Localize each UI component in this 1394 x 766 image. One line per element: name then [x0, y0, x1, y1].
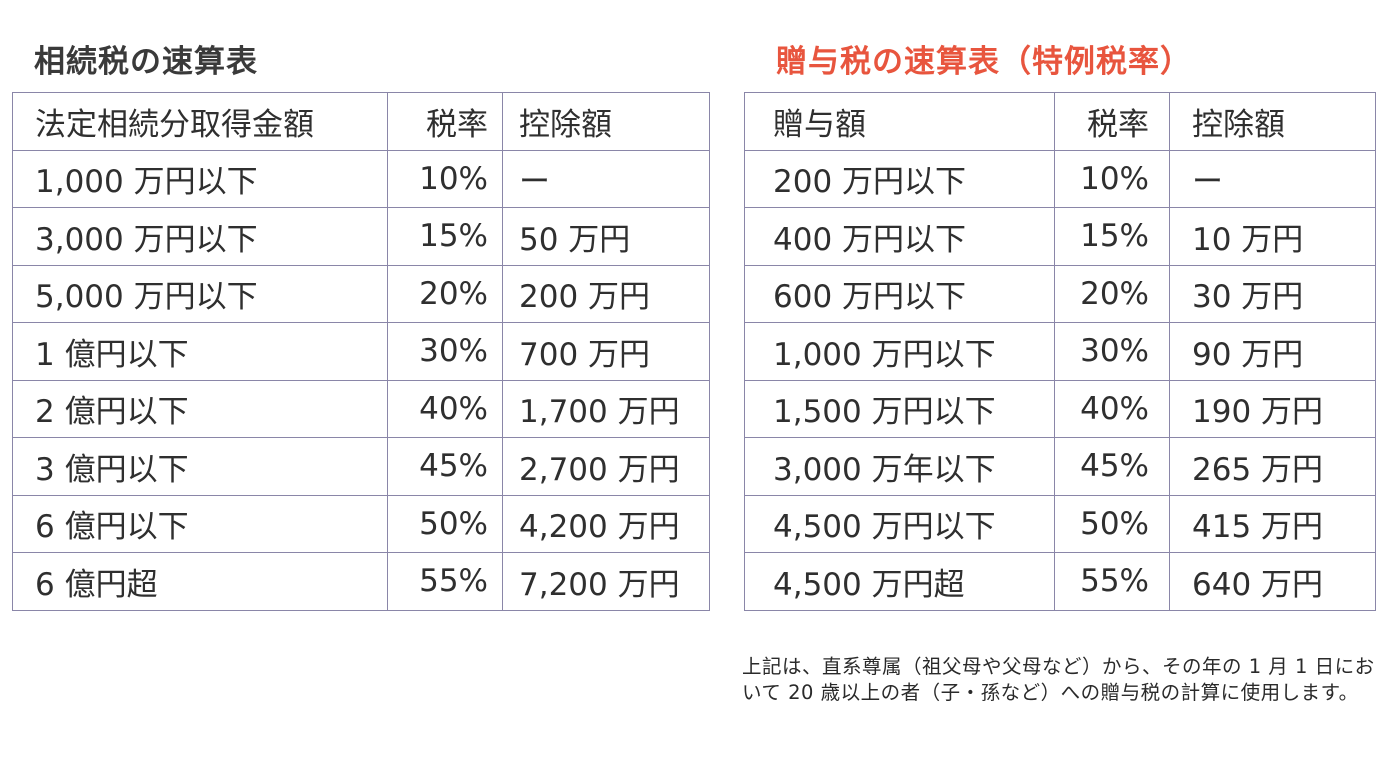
rate-cell: 20% — [387, 264, 503, 323]
gift-tax-footnote: 上記は、直系尊属（祖父母や父母など）から、その年の 1 月 1 日において 20… — [742, 655, 1375, 704]
table-row: 5,000 万円以下 20% 200 万円 — [12, 264, 710, 323]
deduction-cell: ー — [502, 149, 710, 208]
rate-cell: 30% — [1054, 322, 1170, 381]
table-header-row: 法定相続分取得金額 税率 控除額 — [12, 92, 710, 151]
deduction-cell: 190 万円 — [1169, 379, 1376, 438]
table-row: 1,000 万円以下 30% 90 万円 — [744, 322, 1376, 381]
rate-cell: 15% — [387, 207, 503, 266]
deduction-cell: 4,200 万円 — [502, 494, 710, 553]
amount-cell: 6 億円以下 — [12, 494, 388, 553]
deduction-cell: 200 万円 — [502, 264, 710, 323]
amount-cell: 1,000 万円以下 — [744, 322, 1055, 381]
amount-cell: 5,000 万円以下 — [12, 264, 388, 323]
deduction-cell: 10 万円 — [1169, 207, 1376, 266]
header-cell: 税率 — [387, 92, 503, 151]
table-row: 3,000 万円以下 15% 50 万円 — [12, 207, 710, 266]
rate-cell: 20% — [1054, 264, 1170, 323]
table-row: 1,500 万円以下 40% 190 万円 — [744, 379, 1376, 438]
amount-cell: 600 万円以下 — [744, 264, 1055, 323]
deduction-cell: ー — [1169, 149, 1376, 208]
amount-cell: 400 万円以下 — [744, 207, 1055, 266]
rate-cell: 55% — [1054, 552, 1170, 611]
amount-cell: 4,500 万円以下 — [744, 494, 1055, 553]
table-row: 1 億円以下 30% 700 万円 — [12, 322, 710, 381]
amount-cell: 3 億円以下 — [12, 437, 388, 496]
header-cell: 控除額 — [1169, 92, 1376, 151]
table-row: 2 億円以下 40% 1,700 万円 — [12, 379, 710, 438]
rate-cell: 55% — [387, 552, 503, 611]
rate-cell: 10% — [1054, 149, 1170, 208]
deduction-cell: 265 万円 — [1169, 437, 1376, 496]
amount-cell: 3,000 万円以下 — [12, 207, 388, 266]
amount-cell: 1,000 万円以下 — [12, 149, 388, 208]
amount-cell: 1,500 万円以下 — [744, 379, 1055, 438]
deduction-cell: 90 万円 — [1169, 322, 1376, 381]
amount-cell: 6 億円超 — [12, 552, 388, 611]
table-row: 600 万円以下 20% 30 万円 — [744, 264, 1376, 323]
deduction-cell: 700 万円 — [502, 322, 710, 381]
table-row: 400 万円以下 15% 10 万円 — [744, 207, 1376, 266]
rate-cell: 40% — [387, 379, 503, 438]
gift-tax-title: 贈与税の速算表（特例税率） — [776, 44, 1192, 80]
table-row: 6 億円超 55% 7,200 万円 — [12, 552, 710, 611]
deduction-cell: 1,700 万円 — [502, 379, 710, 438]
rate-cell: 15% — [1054, 207, 1170, 266]
amount-cell: 1 億円以下 — [12, 322, 388, 381]
table-row: 1,000 万円以下 10% ー — [12, 149, 710, 208]
deduction-cell: 50 万円 — [502, 207, 710, 266]
inheritance-tax-title: 相続税の速算表 — [34, 44, 258, 80]
deduction-cell: 640 万円 — [1169, 552, 1376, 611]
deduction-cell: 2,700 万円 — [502, 437, 710, 496]
table-row: 3,000 万年以下 45% 265 万円 — [744, 437, 1376, 496]
header-cell: 贈与額 — [744, 92, 1055, 151]
inheritance-tax-table: 法定相続分取得金額 税率 控除額 1,000 万円以下 10% ー 3,000 … — [12, 92, 710, 611]
header-cell: 法定相続分取得金額 — [12, 92, 388, 151]
rate-cell: 10% — [387, 149, 503, 208]
header-cell: 控除額 — [502, 92, 710, 151]
rate-cell: 30% — [387, 322, 503, 381]
deduction-cell: 30 万円 — [1169, 264, 1376, 323]
header-cell: 税率 — [1054, 92, 1170, 151]
amount-cell: 2 億円以下 — [12, 379, 388, 438]
gift-tax-table: 贈与額 税率 控除額 200 万円以下 10% ー 400 万円以下 15% 1… — [744, 92, 1376, 611]
deduction-cell: 7,200 万円 — [502, 552, 710, 611]
amount-cell: 200 万円以下 — [744, 149, 1055, 208]
amount-cell: 4,500 万円超 — [744, 552, 1055, 611]
rate-cell: 45% — [387, 437, 503, 496]
table-header-row: 贈与額 税率 控除額 — [744, 92, 1376, 151]
rate-cell: 45% — [1054, 437, 1170, 496]
amount-cell: 3,000 万年以下 — [744, 437, 1055, 496]
rate-cell: 50% — [387, 494, 503, 553]
table-row: 200 万円以下 10% ー — [744, 149, 1376, 208]
table-row: 4,500 万円以下 50% 415 万円 — [744, 494, 1376, 553]
rate-cell: 40% — [1054, 379, 1170, 438]
table-row: 6 億円以下 50% 4,200 万円 — [12, 494, 710, 553]
deduction-cell: 415 万円 — [1169, 494, 1376, 553]
rate-cell: 50% — [1054, 494, 1170, 553]
table-row: 3 億円以下 45% 2,700 万円 — [12, 437, 710, 496]
table-row: 4,500 万円超 55% 640 万円 — [744, 552, 1376, 611]
